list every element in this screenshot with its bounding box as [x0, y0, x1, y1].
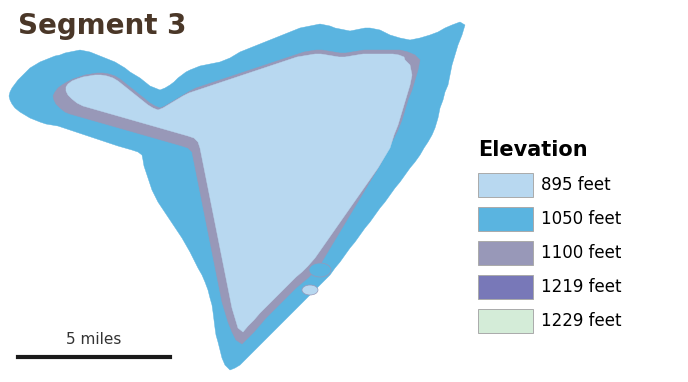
Polygon shape — [53, 50, 420, 344]
Text: Elevation: Elevation — [478, 140, 588, 160]
Bar — [478, 241, 533, 265]
Polygon shape — [66, 54, 412, 332]
Text: 1050 feet: 1050 feet — [541, 210, 621, 228]
Text: 1229 feet: 1229 feet — [541, 312, 621, 330]
Bar — [478, 275, 533, 299]
Text: 1219 feet: 1219 feet — [541, 278, 621, 296]
Bar — [478, 173, 533, 197]
Bar — [478, 207, 533, 231]
Text: 5 miles: 5 miles — [66, 332, 122, 347]
Bar — [478, 309, 533, 333]
Polygon shape — [9, 22, 465, 370]
Ellipse shape — [309, 263, 331, 277]
Text: Segment 3: Segment 3 — [18, 12, 186, 40]
Ellipse shape — [302, 285, 318, 295]
Text: 1100 feet: 1100 feet — [541, 244, 621, 262]
Text: 895 feet: 895 feet — [541, 176, 611, 194]
